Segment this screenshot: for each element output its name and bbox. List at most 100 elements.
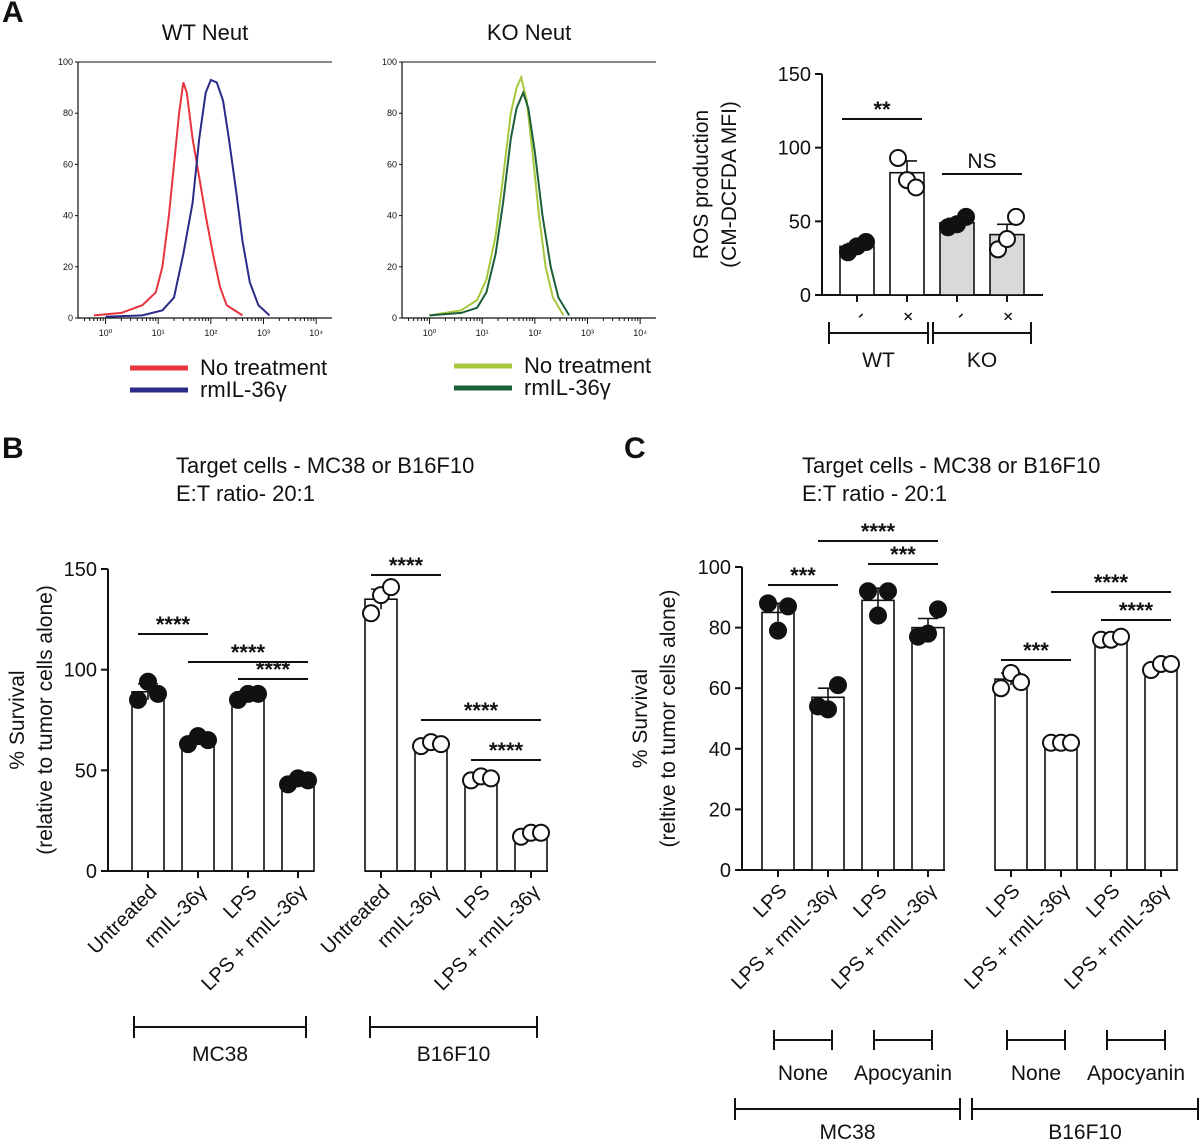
survival-chart-b: Target cells - MC38 or B16F10 E:T ratio- …	[6, 453, 550, 1066]
y-axis-label-line: (reltive to tumor cells alone)	[657, 590, 680, 848]
significance-label: ****	[231, 640, 266, 665]
subgroup-label: Apocyanin	[1087, 1062, 1185, 1085]
bar	[1144, 666, 1178, 871]
hist-x-tick-label: 10¹	[152, 328, 165, 338]
data-point	[532, 823, 550, 842]
significance-label: ****	[256, 657, 291, 682]
subgroup-label: None	[778, 1062, 828, 1085]
bar	[861, 599, 895, 871]
y-tick-label: 150	[64, 559, 97, 581]
y-axis-label-line: % Survival	[6, 670, 29, 769]
data-point	[819, 700, 837, 719]
significance-label: ***	[790, 563, 816, 588]
significance-label: ****	[464, 698, 499, 723]
data-point	[139, 672, 157, 691]
hist-y-tick-label: 40	[63, 211, 73, 221]
hist-x-tick-label: 10⁴	[309, 328, 323, 338]
data-point	[957, 207, 975, 226]
group-label: KO	[967, 349, 997, 372]
group-label: B16F10	[417, 1043, 491, 1066]
y-tick-label: 60	[709, 678, 731, 700]
bar	[761, 611, 795, 871]
subgroup-label: None	[1011, 1062, 1061, 1085]
hist-y-tick-label: 40	[387, 211, 397, 221]
data-point	[199, 731, 217, 750]
y-tick-label: 0	[86, 861, 97, 883]
x-tick-label: LPS	[1082, 880, 1124, 922]
data-point	[362, 604, 380, 623]
hist-y-tick-label: 0	[392, 313, 397, 323]
legend-label: rmIL-36γ	[200, 377, 287, 402]
y-tick-label: 80	[709, 618, 731, 640]
data-point	[779, 597, 797, 616]
hist-y-tick-label: 80	[63, 108, 73, 118]
bar	[464, 777, 498, 872]
bar	[811, 696, 845, 871]
bar	[131, 691, 165, 872]
bar	[414, 743, 448, 872]
significance-label: ****	[1094, 570, 1129, 595]
y-tick-label: 100	[698, 557, 731, 579]
data-point	[829, 676, 847, 695]
bar	[231, 695, 265, 872]
chart-title-line: E:T ratio - 20:1	[802, 481, 947, 506]
chart-title-line: Target cells - MC38 or B16F10	[802, 453, 1100, 478]
group-label: WT	[862, 349, 895, 372]
data-point	[919, 624, 937, 643]
y-axis-label-line: % Survival	[629, 669, 652, 768]
hist-y-tick-label: 60	[387, 159, 397, 169]
survival-chart-c: Target cells - MC38 or B16F10 E:T ratio -…	[629, 453, 1199, 1141]
x-tick-label: LPS	[219, 881, 261, 923]
bar	[994, 678, 1028, 871]
x-tick-label: LPS	[452, 881, 494, 923]
y-tick-label: 40	[709, 739, 731, 761]
hist-x-tick-label: 10²	[528, 328, 541, 338]
significance-label: ****	[489, 738, 524, 763]
hist-x-tick-label: 10⁰	[99, 328, 113, 338]
data-point	[1112, 627, 1130, 646]
significance-label: ***	[1023, 638, 1049, 663]
significance-label: ****	[389, 553, 424, 578]
significance-label: NS	[967, 150, 996, 173]
group-label: MC38	[192, 1043, 248, 1066]
data-point	[382, 578, 400, 597]
y-axis-label-line: (relative to tumor cells alone)	[34, 585, 57, 855]
x-tick-label: -	[950, 305, 970, 325]
ros-bar-chart: ROS production (CM-DCFDA MFI) 0 50 100 150 - + -…	[690, 64, 1043, 372]
legend-label: rmIL-36γ	[524, 375, 611, 400]
bar	[911, 626, 945, 871]
hist-x-tick-label: 10³	[257, 328, 270, 338]
data-point	[859, 582, 877, 601]
group-label: MC38	[819, 1121, 875, 1141]
data-point	[879, 582, 897, 601]
panel-letter-b: B	[2, 432, 24, 465]
bar	[181, 739, 215, 872]
significance-label: ****	[1119, 598, 1154, 623]
hist-series-line-0	[429, 74, 565, 317]
data-point	[1062, 733, 1080, 752]
significance-label: ****	[861, 519, 896, 544]
hist-y-tick-label: 60	[63, 159, 73, 169]
group-label: B16F10	[1048, 1121, 1122, 1141]
histogram-ko: KO Neut 0 20 40 60 80 100 10⁰ 10¹ 10² 10³ 10⁴ No tre…	[382, 20, 656, 400]
hist-x-tick-label: 10¹	[476, 328, 489, 338]
hist-x-tick-label: 10³	[581, 328, 594, 338]
data-point	[1007, 207, 1025, 226]
data-point	[992, 679, 1010, 698]
x-tick-label: +	[897, 305, 921, 329]
data-point	[929, 600, 947, 619]
data-point	[299, 771, 317, 790]
y-tick-label: 150	[778, 64, 811, 86]
x-tick-label: +	[997, 305, 1021, 329]
chart-title-line: Target cells - MC38 or B16F10	[176, 453, 474, 478]
hist-y-tick-label: 100	[58, 57, 73, 67]
y-tick-label: 50	[789, 211, 811, 233]
y-axis-label-line: (CM-DCFDA MFI)	[718, 101, 741, 268]
hist-y-tick-label: 20	[387, 262, 397, 272]
y-tick-label: 50	[75, 760, 97, 782]
data-point	[759, 594, 777, 613]
data-point	[1012, 673, 1030, 692]
data-point	[1162, 654, 1180, 673]
data-point	[907, 178, 925, 197]
